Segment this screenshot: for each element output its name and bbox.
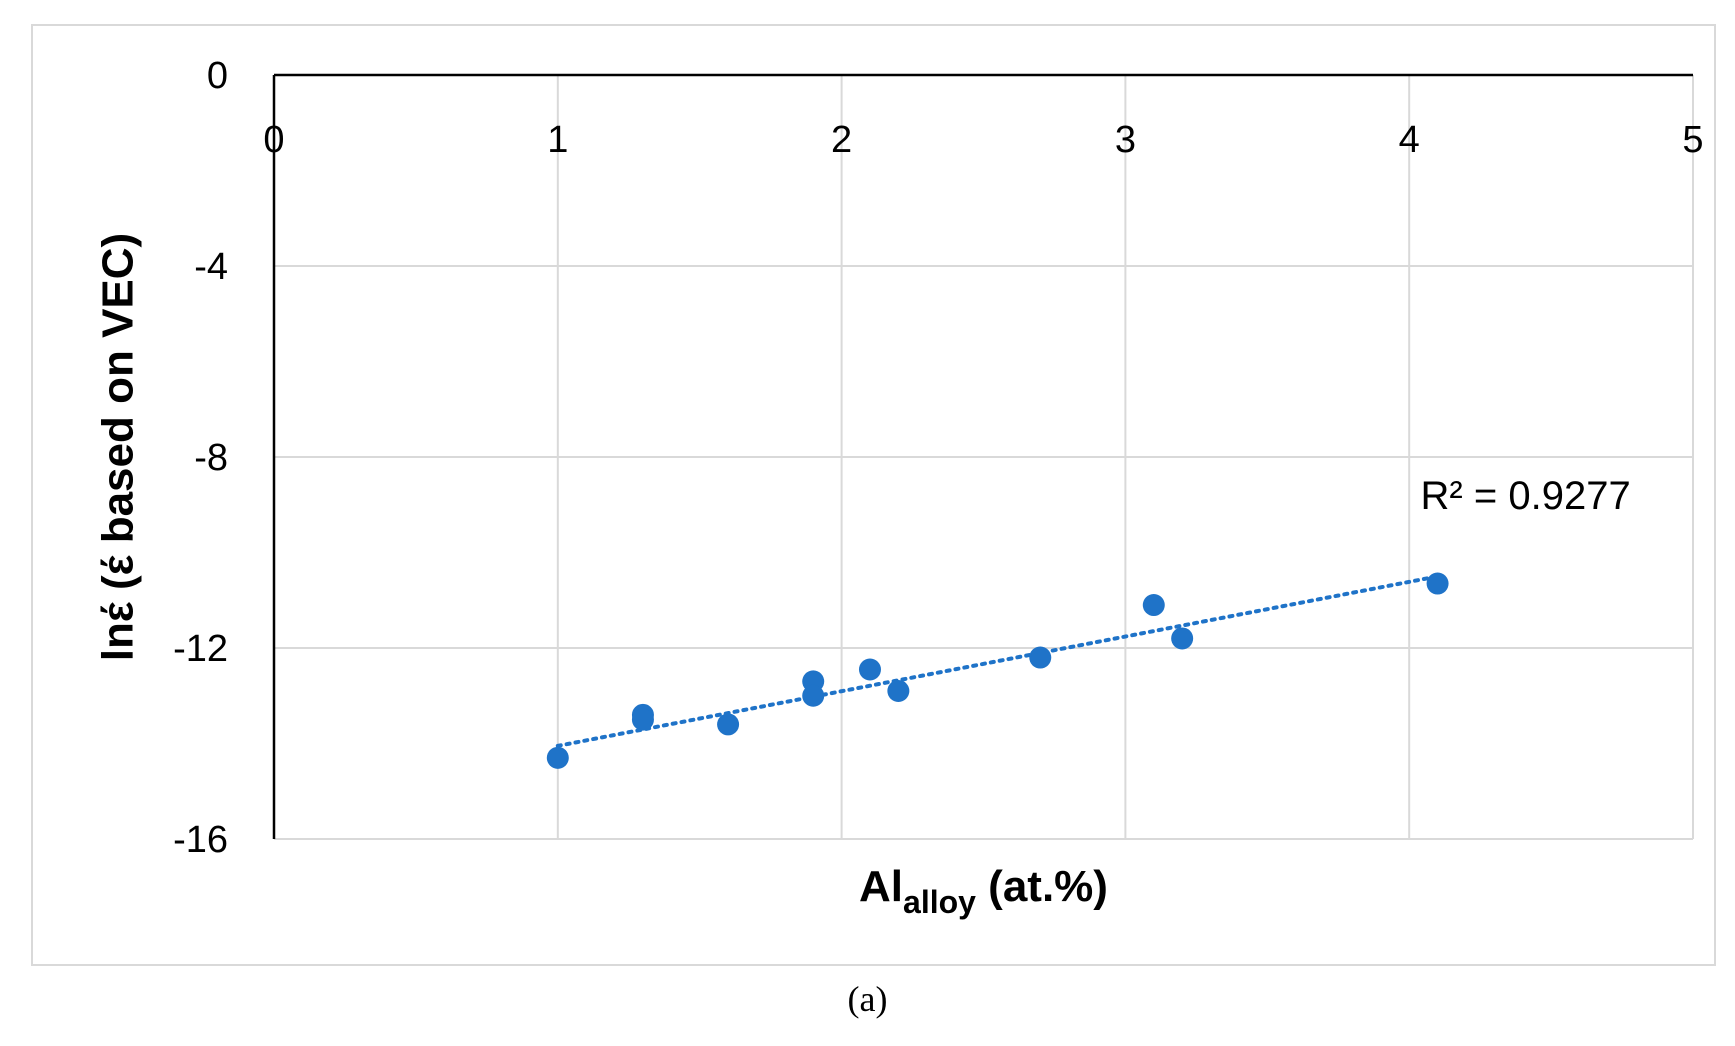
data-point-11 (1426, 572, 1449, 595)
grid-lines (274, 75, 1694, 840)
y-tick-labels: 0 -4 -8 -12 -16 (173, 55, 228, 861)
data-point-3 (717, 713, 740, 736)
x-axis-title-suffix: (at.%) (976, 862, 1108, 911)
y-tick-label-0: 0 (207, 55, 228, 97)
data-point-10 (1171, 627, 1194, 650)
x-axis-title-subscript: alloy (903, 884, 976, 920)
y-tick-label-2: -8 (194, 437, 228, 479)
x-tick-label-4: 4 (1399, 119, 1420, 161)
trendline (555, 574, 1440, 748)
r-squared-label: R² = 0.9277 (1421, 474, 1631, 518)
data-points (546, 572, 1449, 769)
axes (272, 73, 1693, 839)
data-point-6 (858, 658, 881, 681)
trendline-group (555, 574, 1440, 748)
data-point-8 (1029, 646, 1052, 669)
data-point-9 (1142, 594, 1165, 617)
y-tick-label-4: -16 (173, 819, 228, 861)
x-tick-label-3: 3 (1115, 119, 1136, 161)
figure-caption: (a) (847, 979, 888, 1019)
data-point-5 (802, 684, 825, 707)
data-point-2 (631, 708, 654, 731)
data-point-7 (887, 679, 910, 702)
x-axis-title: Alalloy (at.%) (859, 862, 1108, 920)
y-tick-label-1: -4 (194, 246, 228, 288)
data-point-0 (546, 746, 569, 769)
chart-frame (31, 24, 1716, 966)
x-tick-labels: 0 1 2 3 4 5 (263, 119, 1703, 161)
y-tick-label-3: -12 (173, 628, 228, 670)
y-axis-title: lnέ (έ based on VEC) (94, 233, 143, 661)
x-axis-title-main: Al (859, 862, 903, 911)
x-tick-label-5: 5 (1682, 119, 1703, 161)
x-tick-label-2: 2 (831, 119, 852, 161)
x-tick-label-0: 0 (263, 119, 284, 161)
x-tick-label-1: 1 (547, 119, 568, 161)
